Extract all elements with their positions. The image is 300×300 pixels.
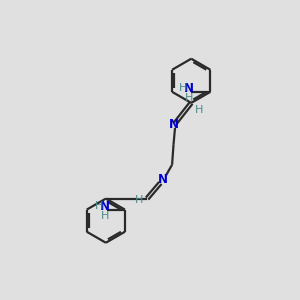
Text: H: H [135, 195, 143, 205]
Text: N: N [158, 173, 168, 186]
Text: H: H [101, 211, 109, 220]
Text: N: N [184, 82, 194, 95]
Text: N: N [100, 200, 110, 213]
Text: H: H [95, 201, 103, 211]
Text: H: H [185, 93, 193, 103]
Text: H: H [195, 105, 204, 115]
Text: H: H [179, 83, 188, 93]
Text: N: N [169, 118, 179, 131]
